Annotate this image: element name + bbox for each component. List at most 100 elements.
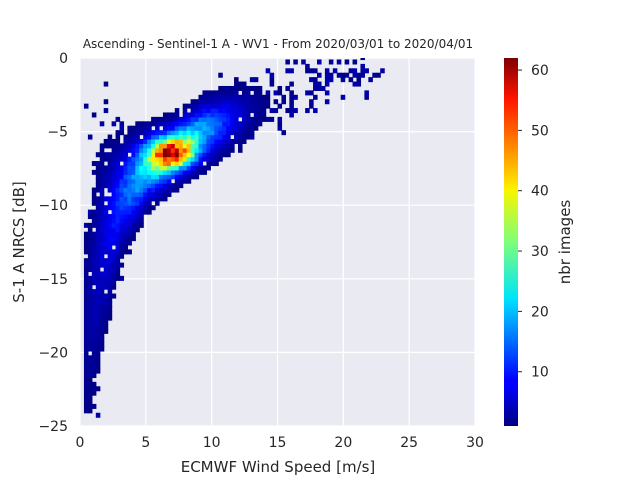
heatmap-cell (111, 178, 117, 184)
heatmap-cell (202, 116, 207, 122)
heatmap-cell (241, 103, 247, 109)
heatmap-cell (111, 275, 117, 281)
heatmap-cell (277, 103, 283, 109)
heatmap-cell (91, 209, 97, 215)
heatmap-cell (103, 306, 109, 312)
heatmap-cell (131, 134, 136, 140)
heatmap-cell (111, 187, 117, 193)
heatmap-cell (234, 99, 239, 105)
heatmap-cell (87, 231, 93, 237)
heatmap-cell (170, 165, 176, 171)
heatmap-cell (159, 165, 164, 171)
heatmap-cell (99, 244, 105, 250)
heatmap-cell (95, 412, 101, 418)
heatmap-cell (159, 161, 164, 167)
heatmap-cell (182, 156, 188, 162)
heatmap-cell (83, 395, 89, 401)
heatmap-cell (127, 240, 132, 246)
heatmap-cell (234, 125, 239, 131)
heatmap-cell (99, 236, 105, 242)
heatmap-cell (289, 81, 294, 87)
heatmap-cell (305, 90, 310, 96)
heatmap-cell (99, 249, 105, 255)
heatmap-cell (277, 116, 283, 122)
heatmap-cell (261, 108, 267, 114)
heatmap-cell (155, 130, 160, 136)
heatmap-cell (143, 191, 148, 197)
heatmap-cell (83, 280, 89, 286)
heatmap-cell (218, 138, 223, 144)
heatmap-cell (83, 359, 89, 365)
heatmap-cell (166, 161, 172, 167)
heatmap-cell (166, 125, 172, 131)
heatmap-cell (222, 152, 227, 158)
heatmap-cell (155, 183, 160, 189)
heatmap-cell (245, 108, 251, 114)
heatmap-cell (159, 196, 164, 202)
heatmap-cell (364, 90, 369, 96)
heatmap-cell (107, 138, 113, 144)
heatmap-cell (222, 94, 227, 100)
heatmap-cell (269, 116, 275, 122)
heatmap-cell (222, 143, 227, 149)
heatmap-cell (91, 169, 97, 175)
heatmap-cell (265, 116, 271, 122)
heatmap-cell (95, 320, 101, 326)
heatmap-cell (99, 174, 105, 180)
y-axis-label: S-1 A NRCS [dB] (10, 181, 28, 302)
heatmap-cell (249, 125, 255, 131)
heatmap-cell (340, 72, 346, 78)
heatmap-cell (127, 200, 132, 206)
heatmap-cell (143, 205, 148, 211)
heatmap-cell (222, 99, 227, 105)
heatmap-cell (245, 130, 251, 136)
heatmap-cell (99, 333, 105, 339)
heatmap-cell (214, 147, 219, 153)
heatmap-cell (95, 165, 101, 171)
heatmap-cell (135, 178, 140, 184)
heatmap-cell (324, 90, 330, 96)
heatmap-cell (198, 169, 204, 175)
x-tick-label: 30 (466, 435, 484, 451)
heatmap-cell (115, 218, 121, 224)
heatmap-cell (218, 125, 223, 131)
heatmap-cell (119, 191, 125, 197)
heatmap-cell (143, 156, 148, 162)
heatmap-cell (103, 143, 109, 149)
heatmap-cell (107, 165, 113, 171)
heatmap-cell (83, 333, 89, 339)
heatmap-cell (170, 174, 176, 180)
heatmap-cell (87, 284, 93, 290)
heatmap-cell (186, 169, 192, 175)
heatmap-cell (234, 112, 239, 118)
heatmap-cell (91, 346, 97, 352)
heatmap-cell (190, 169, 196, 175)
heatmap-cell (131, 138, 136, 144)
heatmap-cell (210, 99, 215, 105)
heatmap-cell (95, 271, 101, 277)
heatmap-cell (119, 147, 125, 153)
heatmap-cell (87, 134, 93, 140)
heatmap-cell (95, 214, 101, 220)
heatmap-cell (99, 231, 105, 237)
heatmap-cell (198, 130, 204, 136)
heatmap-cell (107, 302, 113, 308)
heatmap-cell (87, 267, 93, 273)
heatmap-cell (186, 103, 192, 109)
heatmap-cell (115, 249, 121, 255)
heatmap-cell (103, 280, 109, 286)
heatmap-cell (107, 236, 113, 242)
heatmap-cell (238, 147, 243, 153)
heatmap-cell (127, 218, 132, 224)
heatmap-cell (210, 94, 215, 100)
heatmap-cell (119, 125, 125, 131)
heatmap-cell (166, 187, 172, 193)
heatmap-cell (186, 161, 192, 167)
heatmap-cell (95, 258, 101, 264)
heatmap-cell (285, 85, 290, 91)
heatmap-cell (356, 77, 362, 83)
heatmap-cell (182, 178, 188, 184)
heatmap-cell (99, 205, 105, 211)
heatmap-cell (218, 143, 223, 149)
heatmap-cell (222, 103, 227, 109)
